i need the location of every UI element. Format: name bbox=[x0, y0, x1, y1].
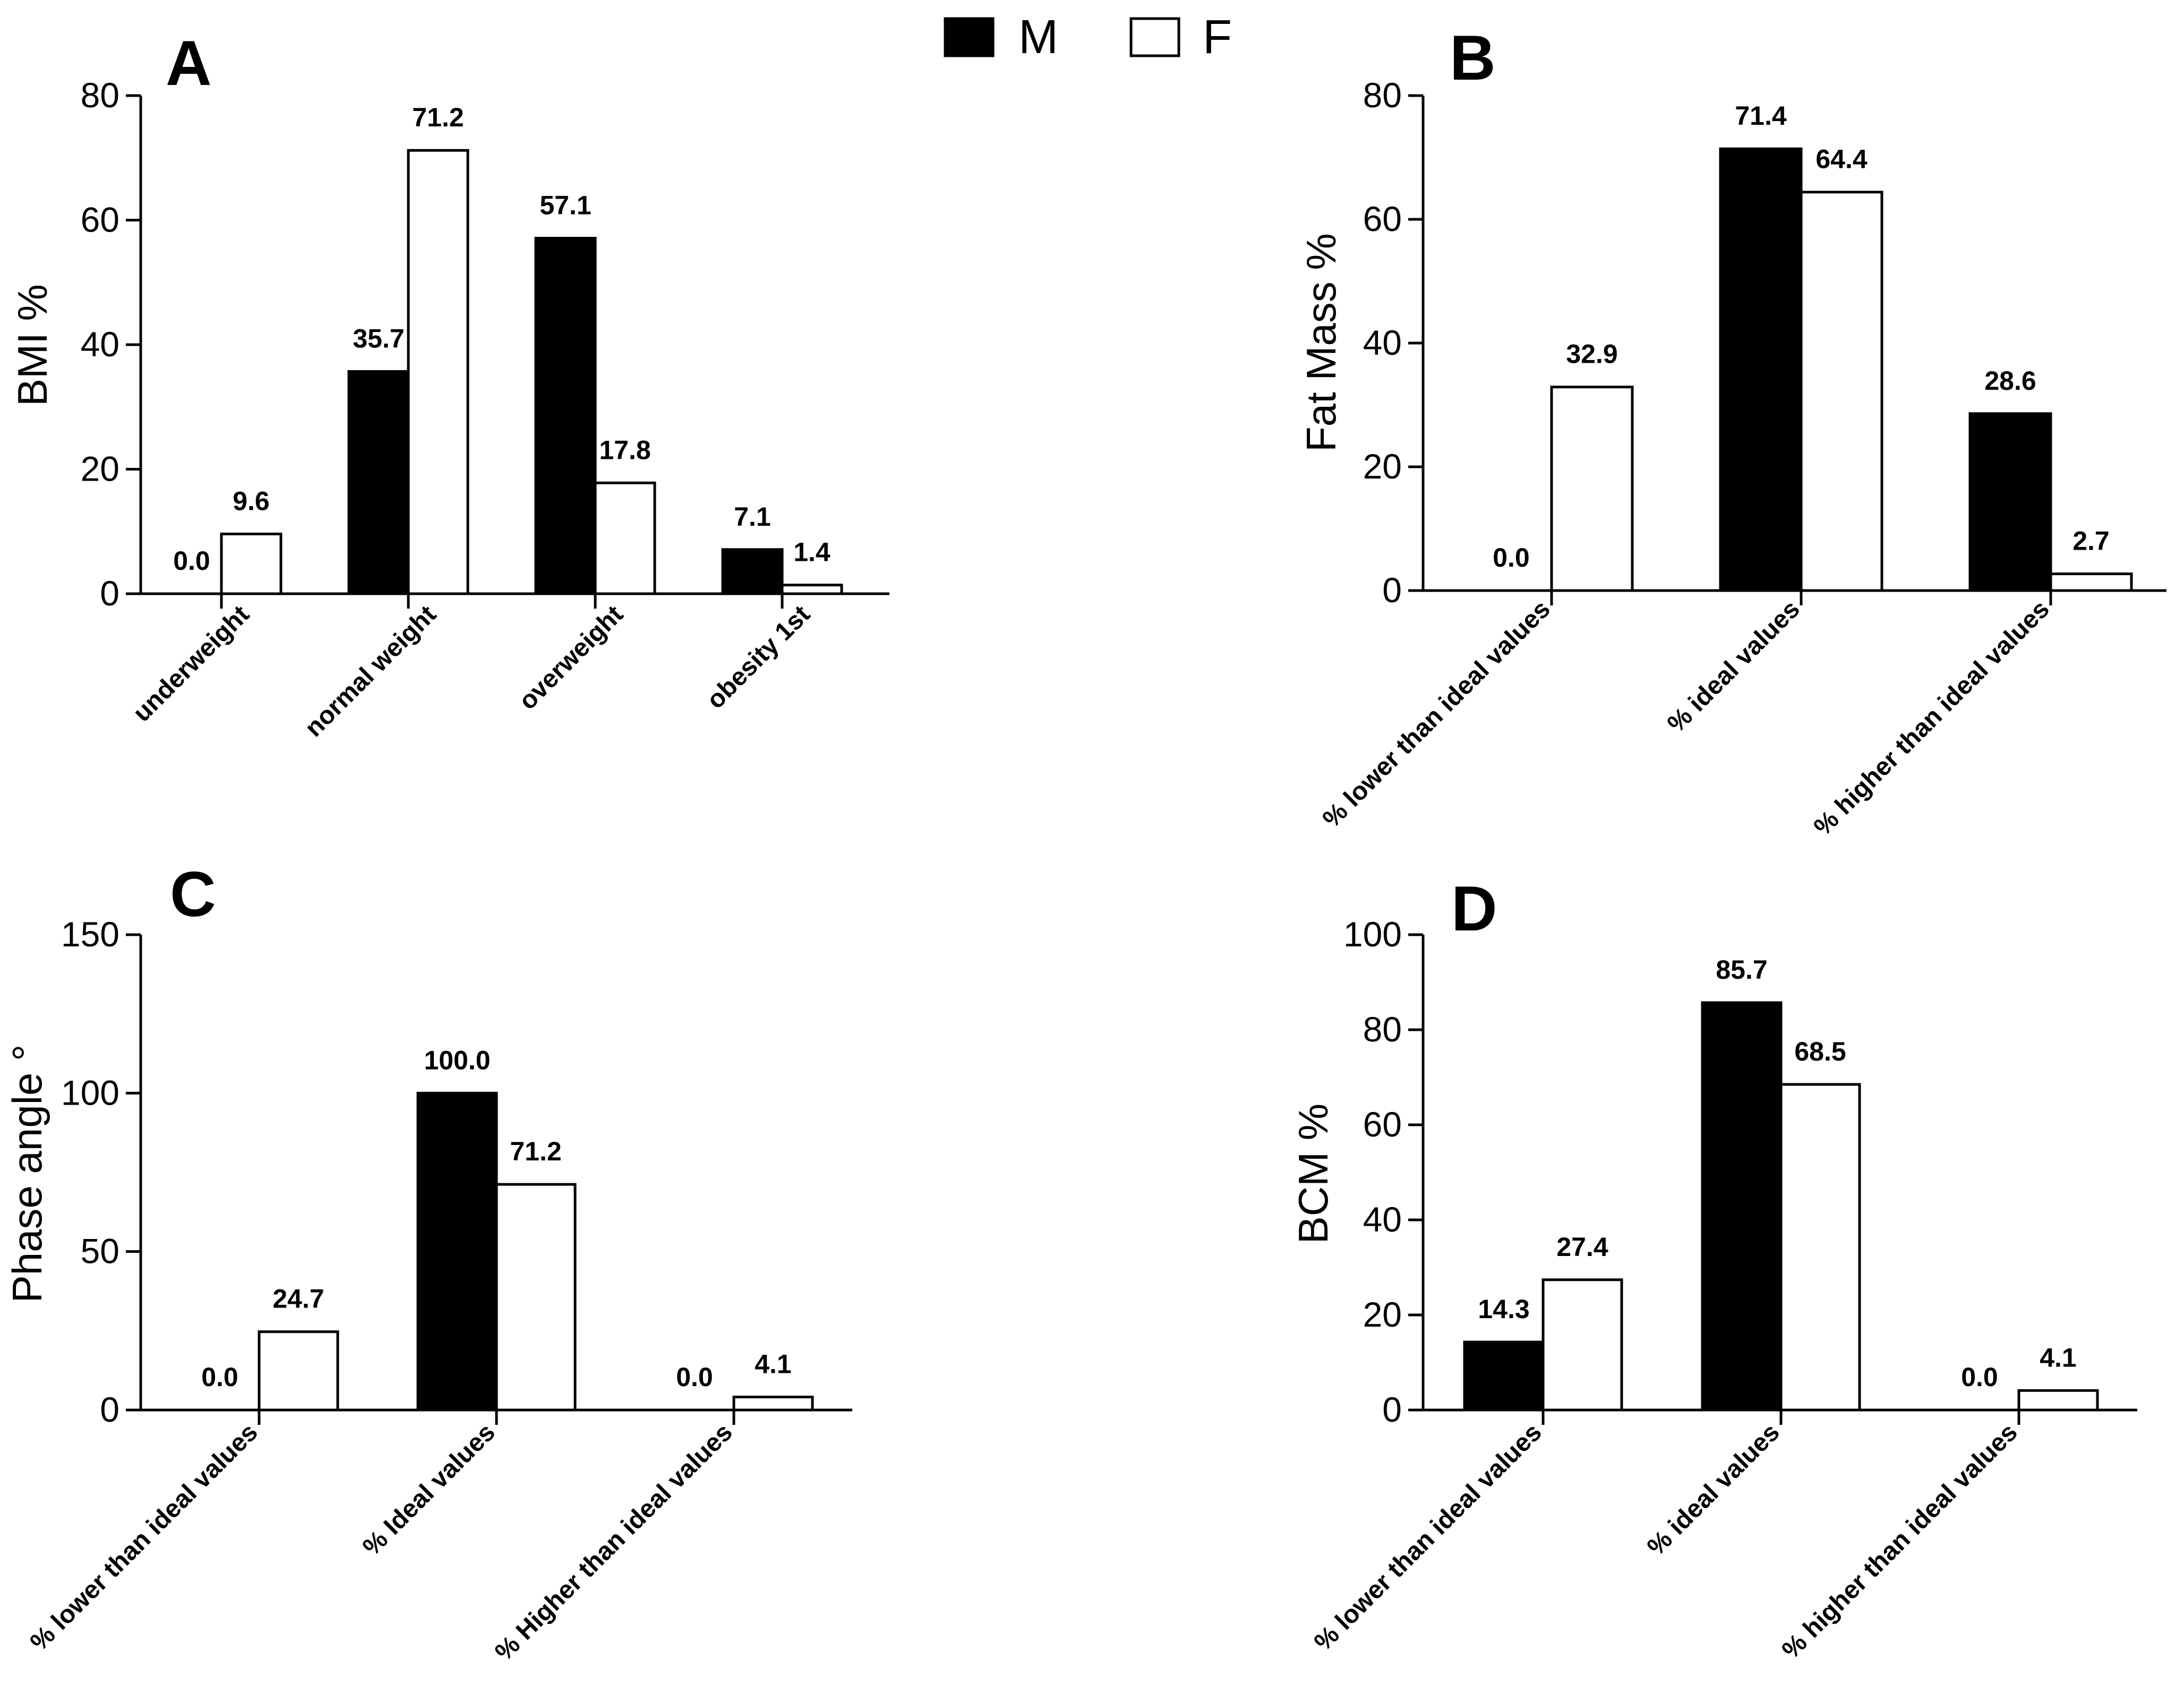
category-label: % higher than ideal values bbox=[1809, 595, 2055, 841]
data-label: 71.2 bbox=[412, 102, 464, 132]
data-label: 0.0 bbox=[201, 1362, 238, 1392]
y-tick-label: 20 bbox=[1363, 1295, 1402, 1334]
y-tick-label: 40 bbox=[81, 324, 119, 364]
data-label: 32.9 bbox=[1566, 339, 1617, 369]
y-tick-label: 20 bbox=[1363, 447, 1402, 486]
bar-m bbox=[1463, 1340, 1545, 1412]
legend-label-f: F bbox=[1203, 11, 1232, 64]
data-label: 28.6 bbox=[1984, 366, 2036, 396]
bar-m bbox=[534, 237, 597, 595]
category-label: % ideal values bbox=[1662, 595, 1805, 738]
y-axis-label: Phase angle ° bbox=[4, 1045, 50, 1303]
category-label: obesity 1st bbox=[701, 600, 816, 714]
bar-f bbox=[2049, 572, 2133, 592]
y-tick-label: 100 bbox=[1343, 915, 1402, 954]
y-tick-label: 60 bbox=[81, 200, 119, 240]
y-tick-label: 50 bbox=[81, 1232, 119, 1271]
panel-letter: C bbox=[170, 859, 216, 930]
y-tick-label: 150 bbox=[61, 915, 119, 954]
panel-A: A BMI % 0 20 40 60 80 0.0 9.6 underweight 35.7 71.2… bbox=[9, 28, 889, 742]
data-label: 24.7 bbox=[272, 1284, 324, 1314]
bar-m bbox=[347, 370, 410, 595]
data-label: 85.7 bbox=[1716, 955, 1767, 985]
bar-f bbox=[1541, 1278, 1623, 1412]
bar-f bbox=[2017, 1389, 2099, 1412]
data-label: 17.8 bbox=[599, 435, 650, 465]
category-label: % lower than ideal values bbox=[1317, 595, 1556, 833]
y-tick-label: 60 bbox=[1363, 199, 1402, 238]
y-axis-label: Fat Mass % bbox=[1298, 233, 1344, 452]
data-label: 2.7 bbox=[2072, 526, 2110, 556]
bar-m bbox=[1968, 412, 2052, 592]
legend-label-m: M bbox=[1018, 11, 1058, 64]
y-axis-label: BMI % bbox=[9, 284, 56, 406]
panel-D: D BCM % 0 20 40 60 80 100 14.3 27.4 % lower than i… bbox=[1290, 873, 2137, 1664]
data-label: 14.3 bbox=[1478, 1294, 1529, 1324]
bar-f bbox=[407, 149, 469, 595]
data-label: 64.4 bbox=[1815, 144, 1868, 174]
y-tick-label: 0 bbox=[1382, 570, 1402, 610]
bar-f bbox=[781, 584, 843, 595]
data-label: 0.0 bbox=[173, 546, 210, 576]
data-label: 35.7 bbox=[353, 323, 404, 353]
data-label: 0.0 bbox=[1493, 543, 1530, 572]
data-label: 4.1 bbox=[755, 1349, 792, 1379]
category-label: % Higher than ideal values bbox=[490, 1418, 738, 1667]
category-label: % lower than ideal values bbox=[25, 1418, 263, 1656]
panel-letter: D bbox=[1451, 873, 1497, 944]
y-tick-label: 100 bbox=[61, 1073, 119, 1112]
y-axis-label: BCM % bbox=[1290, 1104, 1337, 1244]
bar-m bbox=[1719, 147, 1803, 592]
category-label: % higher than ideal values bbox=[1777, 1418, 2023, 1664]
bar-f bbox=[495, 1183, 577, 1412]
panel-letter: B bbox=[1450, 22, 1496, 93]
category-label: % ideal values bbox=[1642, 1418, 1785, 1561]
y-tick-label: 80 bbox=[1363, 1010, 1402, 1049]
legend-swatch-m bbox=[944, 17, 995, 57]
data-label: 9.6 bbox=[233, 486, 270, 516]
panel-C: C Phase angle ° 0 50 100 150 0.0 24.7 % lower th… bbox=[4, 859, 852, 1667]
bar-f bbox=[1550, 386, 1634, 592]
y-tick-label: 40 bbox=[1363, 1200, 1402, 1239]
data-label: 71.2 bbox=[510, 1136, 561, 1166]
category-label: overweight bbox=[513, 600, 629, 715]
data-label: 1.4 bbox=[793, 537, 830, 567]
y-tick-label: 20 bbox=[81, 449, 119, 489]
data-label: 0.0 bbox=[1961, 1362, 1998, 1392]
y-tick-label: 0 bbox=[100, 574, 119, 613]
data-label: 7.1 bbox=[734, 502, 771, 532]
y-tick-label: 80 bbox=[81, 75, 119, 115]
category-label: normal weight bbox=[299, 600, 442, 742]
category-label: underweight bbox=[128, 600, 255, 727]
data-label: 4.1 bbox=[2040, 1343, 2077, 1372]
bar-f bbox=[594, 481, 656, 595]
category-label: % Ideal values bbox=[357, 1418, 501, 1561]
panel-B: B Fat Mass % 0 20 40 60 80 0.0 32.9 % lower than … bbox=[1298, 22, 2166, 841]
bar-f bbox=[258, 1330, 339, 1412]
bar-f bbox=[732, 1396, 814, 1412]
bar-f bbox=[220, 532, 282, 595]
y-tick-label: 0 bbox=[1382, 1390, 1402, 1429]
data-label: 100.0 bbox=[424, 1045, 490, 1075]
bar-m bbox=[416, 1091, 498, 1412]
y-tick-label: 0 bbox=[100, 1390, 119, 1429]
bar-f bbox=[1779, 1083, 1861, 1412]
legend: M F bbox=[944, 11, 1232, 64]
data-label: 71.4 bbox=[1735, 101, 1787, 131]
data-label: 57.1 bbox=[539, 191, 591, 220]
y-tick-label: 80 bbox=[1363, 75, 1402, 115]
data-label: 0.0 bbox=[676, 1362, 713, 1392]
bar-m bbox=[1701, 1001, 1783, 1412]
data-label: 68.5 bbox=[1794, 1037, 1846, 1066]
y-tick-label: 40 bbox=[1363, 323, 1402, 362]
data-label: 27.4 bbox=[1556, 1232, 1608, 1262]
bar-m bbox=[721, 548, 784, 595]
category-label: % lower than ideal values bbox=[1309, 1418, 1547, 1656]
y-tick-label: 60 bbox=[1363, 1105, 1402, 1144]
panel-letter: A bbox=[166, 28, 212, 99]
bar-f bbox=[1800, 191, 1883, 592]
legend-swatch-f bbox=[1129, 17, 1180, 57]
